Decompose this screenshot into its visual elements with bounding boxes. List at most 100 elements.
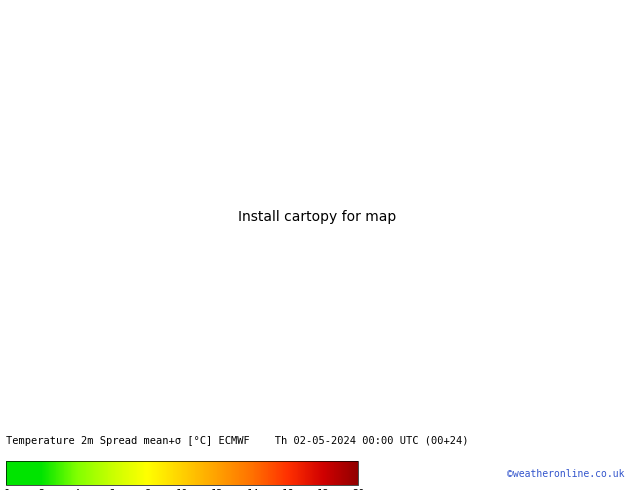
Text: 20: 20	[352, 489, 365, 490]
Bar	[265, 461, 266, 486]
Bar	[243, 461, 244, 486]
Bar	[110, 461, 111, 486]
Bar	[98, 461, 99, 486]
Bar	[66, 461, 67, 486]
Bar	[340, 461, 342, 486]
Bar	[290, 461, 292, 486]
Bar	[82, 461, 83, 486]
Bar	[233, 461, 234, 486]
Bar	[278, 461, 279, 486]
Text: 14: 14	[247, 489, 259, 490]
Bar	[258, 461, 259, 486]
Bar	[219, 461, 220, 486]
Bar	[75, 461, 76, 486]
Bar	[234, 461, 235, 486]
Bar	[70, 461, 72, 486]
Bar	[226, 461, 227, 486]
Bar	[94, 461, 95, 486]
Bar	[69, 461, 70, 486]
Bar	[221, 461, 222, 486]
Bar	[153, 461, 154, 486]
Bar	[77, 461, 79, 486]
Bar	[306, 461, 307, 486]
Text: 18: 18	[317, 489, 329, 490]
Bar	[142, 461, 143, 486]
Text: 10: 10	[176, 489, 188, 490]
Bar	[326, 461, 327, 486]
Bar	[168, 461, 169, 486]
Bar	[319, 461, 320, 486]
Bar	[17, 461, 18, 486]
Bar	[104, 461, 105, 486]
Bar	[344, 461, 345, 486]
Bar	[11, 461, 13, 486]
Bar	[113, 461, 115, 486]
Bar	[132, 461, 133, 486]
Bar	[96, 461, 97, 486]
Bar	[263, 461, 264, 486]
Bar	[79, 461, 81, 486]
Bar	[20, 461, 22, 486]
Bar	[301, 461, 302, 486]
Bar	[283, 461, 284, 486]
Bar	[328, 461, 329, 486]
Bar	[338, 461, 339, 486]
Bar	[119, 461, 120, 486]
Bar	[186, 461, 188, 486]
Bar	[165, 461, 167, 486]
Bar	[149, 461, 150, 486]
Bar	[154, 461, 155, 486]
Bar	[81, 461, 82, 486]
Bar	[281, 461, 283, 486]
Bar	[193, 461, 194, 486]
Text: Install cartopy for map: Install cartopy for map	[238, 210, 396, 224]
Bar	[172, 461, 174, 486]
Bar	[31, 461, 32, 486]
Bar	[55, 461, 56, 486]
Bar	[308, 461, 309, 486]
Bar	[125, 461, 126, 486]
Bar	[279, 461, 280, 486]
Bar	[330, 461, 331, 486]
Bar	[225, 461, 226, 486]
Bar	[13, 461, 14, 486]
Bar	[336, 461, 337, 486]
Bar	[44, 461, 45, 486]
Bar	[176, 461, 177, 486]
Bar	[155, 461, 156, 486]
Bar	[254, 461, 256, 486]
Bar	[324, 461, 325, 486]
Bar	[38, 461, 39, 486]
Bar	[90, 461, 91, 486]
Bar	[321, 461, 322, 486]
Bar	[16, 461, 17, 486]
Bar	[293, 461, 294, 486]
Bar	[145, 461, 146, 486]
Bar	[241, 461, 242, 486]
Bar	[107, 461, 108, 486]
Bar	[201, 461, 202, 486]
Bar	[343, 461, 344, 486]
Bar	[158, 461, 159, 486]
Bar	[349, 461, 351, 486]
Bar	[209, 461, 210, 486]
Bar	[120, 461, 122, 486]
Bar	[322, 461, 323, 486]
Bar	[260, 461, 261, 486]
Bar	[30, 461, 31, 486]
Bar	[351, 461, 352, 486]
Bar	[22, 461, 23, 486]
Bar	[327, 461, 328, 486]
Bar	[247, 461, 249, 486]
Bar	[277, 461, 278, 486]
Bar	[337, 461, 338, 486]
Bar	[76, 461, 77, 486]
Bar	[237, 461, 238, 486]
Bar	[347, 461, 349, 486]
Bar	[39, 461, 40, 486]
Text: ©weatheronline.co.uk: ©weatheronline.co.uk	[507, 469, 624, 479]
Bar	[27, 461, 29, 486]
Bar	[231, 461, 233, 486]
Bar	[170, 461, 171, 486]
Bar	[6, 461, 358, 486]
